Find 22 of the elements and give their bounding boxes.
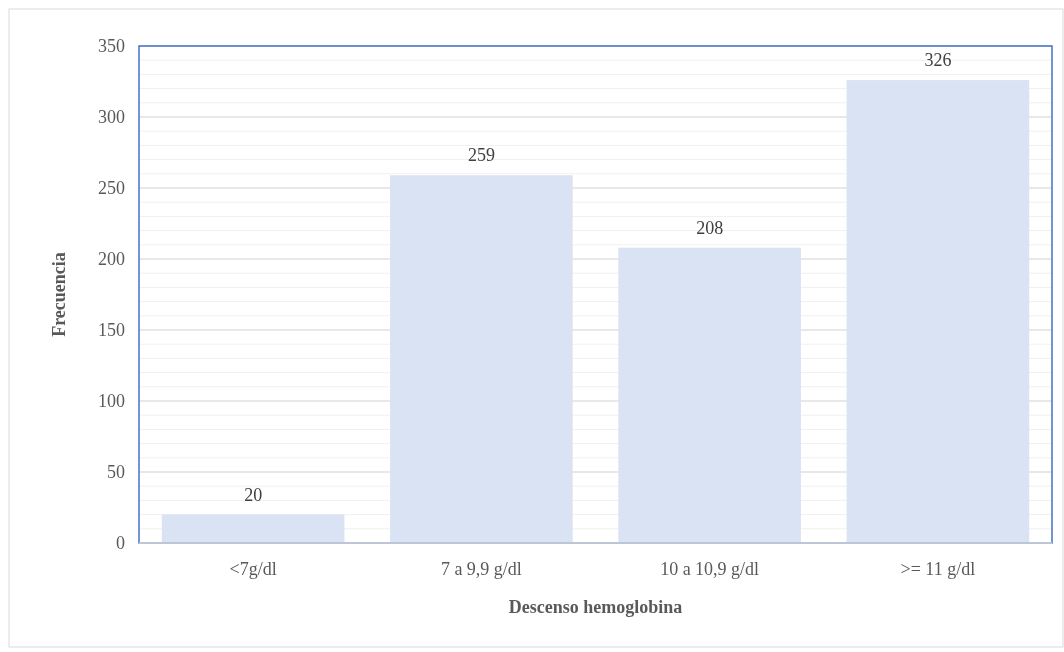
bar bbox=[161, 514, 345, 543]
y-tick-label: 50 bbox=[107, 462, 125, 483]
x-tick-label: >= 11 g/dl bbox=[900, 559, 976, 579]
bar bbox=[846, 80, 1030, 543]
x-tick-label: 7 a 9,9 g/dl bbox=[440, 559, 522, 579]
y-tick-label: 150 bbox=[98, 320, 125, 341]
data-label: 208 bbox=[696, 217, 724, 238]
y-tick-label: 200 bbox=[98, 249, 125, 270]
data-label: 20 bbox=[244, 484, 263, 505]
y-axis-title: Frecuencia bbox=[49, 252, 69, 337]
bar bbox=[390, 175, 573, 543]
y-tick-label: 300 bbox=[98, 107, 125, 128]
y-tick-label: 100 bbox=[98, 391, 125, 412]
bar bbox=[618, 247, 801, 543]
x-tick-label: <7g/dl bbox=[229, 559, 277, 579]
y-tick-label: 250 bbox=[98, 178, 125, 199]
x-tick-label: 10 a 10,9 g/dl bbox=[660, 559, 760, 579]
x-axis-title: Descenso hemoglobina bbox=[508, 597, 683, 617]
data-label: 326 bbox=[924, 50, 952, 71]
y-tick-label: 350 bbox=[98, 36, 125, 57]
y-tick-label: 0 bbox=[116, 533, 125, 554]
data-label: 259 bbox=[467, 145, 495, 166]
